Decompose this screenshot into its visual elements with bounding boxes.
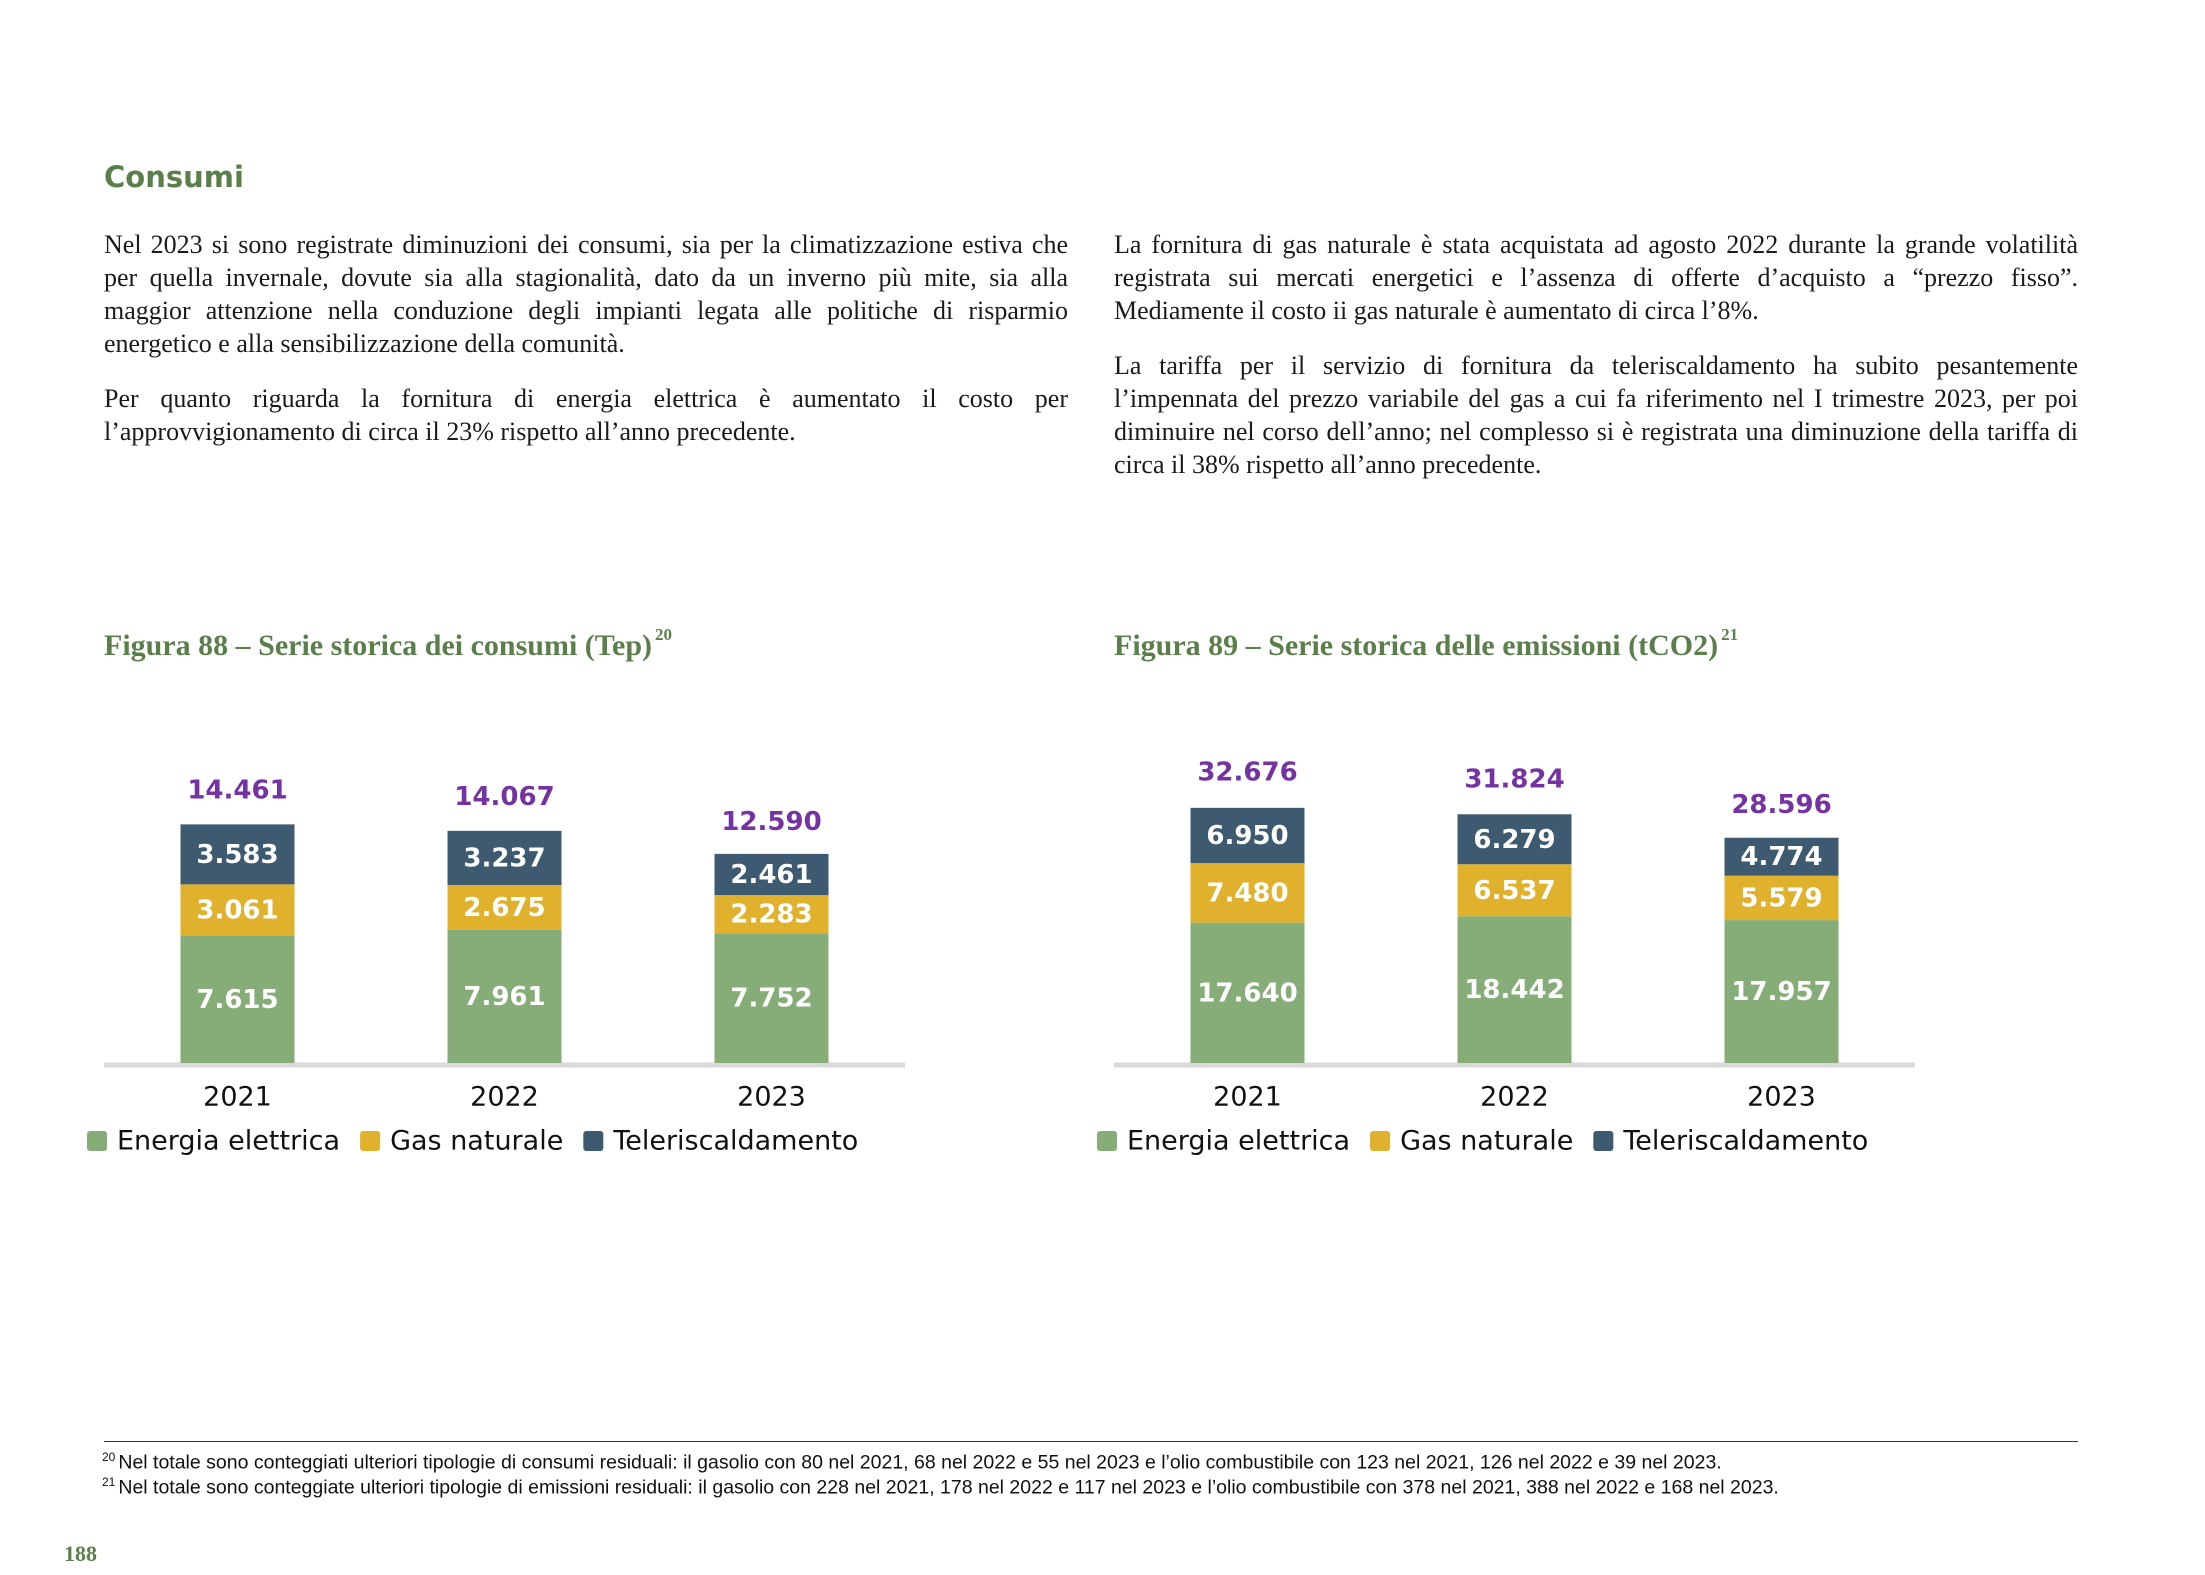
value-label: 17.957 — [1731, 977, 1831, 1007]
figure-title: Figura 89 – Serie storica delle emission… — [1114, 625, 1738, 662]
value-label: 7.480 — [1206, 878, 1288, 908]
left-column: Nel 2023 si sono registrate diminuzioni … — [104, 228, 1068, 470]
value-label: 6.537 — [1473, 876, 1555, 906]
legend-label: Teleriscaldamento — [1622, 1126, 1868, 1157]
value-label: 7.752 — [730, 984, 812, 1014]
title-note: 20 — [655, 625, 672, 644]
bar-segment — [447, 885, 562, 930]
footnote-marker: 21 — [102, 1475, 116, 1489]
bar-segment — [180, 884, 295, 936]
bar-segment — [1190, 807, 1305, 864]
value-label: 2.461 — [730, 860, 812, 890]
legend-label: Energia elettrica — [1127, 1126, 1350, 1157]
footnote-text: Nel totale sono conteggiati ulteriori ti… — [118, 1451, 1722, 1474]
title-text: Figura 89 – Serie storica delle emission… — [1114, 629, 1718, 662]
value-label: 6.279 — [1473, 825, 1555, 855]
value-label: 2.675 — [463, 893, 545, 923]
total-label: 31.824 — [1464, 764, 1564, 794]
value-label: 3.237 — [463, 843, 545, 873]
bar-segment — [447, 929, 562, 1063]
bar-segment — [447, 830, 562, 886]
paragraph: La tariffa per il servizio di fornitura … — [1114, 351, 2078, 479]
total-label: 14.067 — [454, 782, 554, 812]
x-tick-label: 2023 — [1747, 1082, 1816, 1113]
legend-swatch — [1097, 1131, 1117, 1151]
legend-label: Teleriscaldamento — [612, 1126, 858, 1157]
bar-segment — [1724, 875, 1839, 921]
legend-swatch — [1593, 1131, 1614, 1151]
x-tick-label: 2022 — [1480, 1082, 1549, 1113]
paragraph: Nel 2023 si sono registrate diminuzioni … — [104, 230, 1068, 358]
title-text: Figura 88 – Serie storica dei consumi (T… — [104, 629, 652, 662]
footnote: 21 Nel totale sono conteggiate ulteriori … — [102, 1475, 1779, 1500]
title-note: 21 — [1721, 625, 1738, 644]
total-label: 28.596 — [1731, 790, 1831, 820]
bar-segment — [1457, 916, 1572, 1063]
value-label: 5.579 — [1740, 883, 1822, 913]
legend-swatch — [87, 1131, 107, 1151]
total-label: 12.590 — [721, 807, 821, 837]
right-column: La fornitura di gas naturale è stata acq… — [1114, 228, 2078, 503]
paragraph: La fornitura di gas naturale è stata acq… — [1114, 230, 2078, 325]
footnote-rule — [104, 1441, 2078, 1442]
value-label: 3.583 — [196, 840, 278, 870]
footnote-text: Nel totale sono conteggiate ulteriori ti… — [118, 1476, 1779, 1499]
bar-segment — [1724, 837, 1839, 876]
footnote: 20 Nel totale sono conteggiati ulteriori … — [102, 1450, 1722, 1475]
bar-segment — [1457, 814, 1572, 865]
value-label: 3.061 — [196, 895, 278, 925]
total-label: 32.676 — [1197, 758, 1297, 788]
bar-segment — [180, 935, 295, 1063]
legend-label: Gas naturale — [390, 1126, 563, 1157]
value-label: 6.950 — [1206, 821, 1288, 851]
x-tick-label: 2022 — [470, 1082, 539, 1113]
paragraph: Per quanto riguarda la fornitura di ener… — [104, 384, 1068, 446]
figure-title: Figura 88 – Serie storica dei consumi (T… — [104, 625, 672, 662]
bar-segment — [714, 895, 829, 934]
value-label: 17.640 — [1197, 978, 1297, 1008]
bar-segment — [1457, 864, 1572, 917]
bar-segment — [1190, 922, 1305, 1063]
value-label: 2.283 — [730, 900, 812, 930]
legend-swatch — [583, 1131, 604, 1151]
value-label: 7.961 — [463, 982, 545, 1012]
x-tick-label: 2021 — [203, 1082, 272, 1113]
x-tick-label: 2023 — [737, 1082, 806, 1113]
footnote-marker: 20 — [102, 1450, 116, 1464]
bar-segment — [1724, 920, 1839, 1063]
x-tick-label: 2021 — [1213, 1082, 1282, 1113]
bar-segment — [180, 824, 295, 885]
legend-swatch — [1370, 1131, 1391, 1151]
value-label: 4.774 — [1740, 842, 1822, 872]
value-label: 7.615 — [196, 985, 278, 1015]
bar-segment — [714, 853, 829, 896]
value-label: 18.442 — [1464, 975, 1564, 1005]
legend-label: Gas naturale — [1400, 1126, 1573, 1157]
page-number: 188 — [64, 1541, 97, 1566]
bar-segment — [1190, 863, 1305, 923]
legend-swatch — [360, 1131, 381, 1151]
bar-segment — [714, 933, 829, 1063]
section-heading: Consumi — [104, 160, 244, 194]
total-label: 14.461 — [187, 776, 287, 806]
legend-label: Energia elettrica — [117, 1126, 340, 1157]
